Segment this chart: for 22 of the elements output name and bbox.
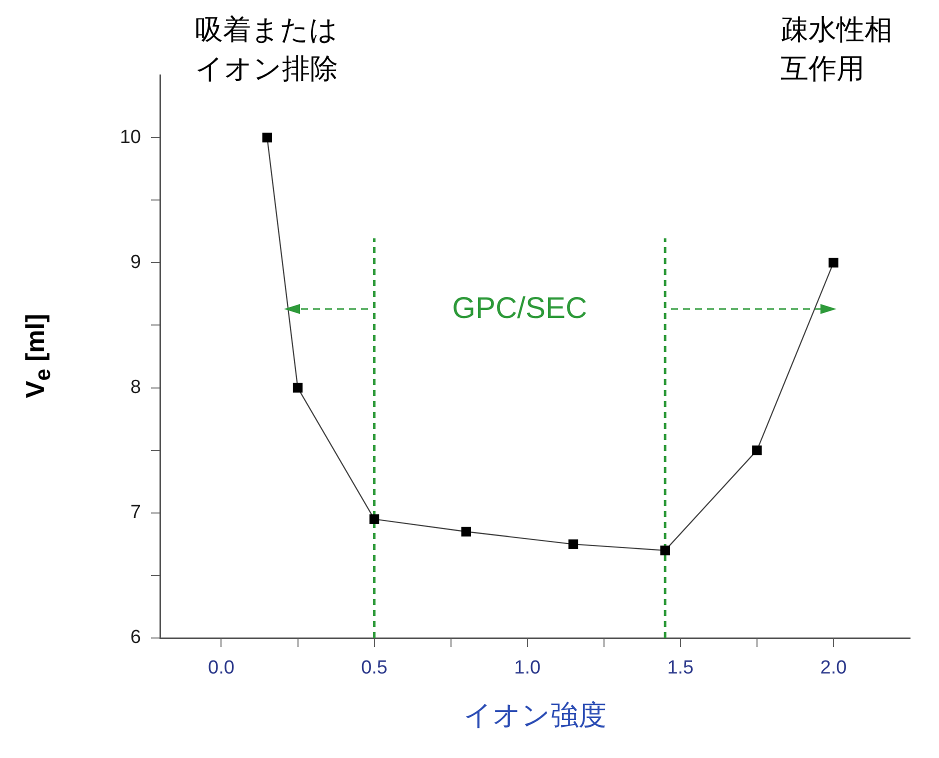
- y-tick-label: 7: [130, 502, 141, 524]
- point: [262, 132, 272, 142]
- y-tick-label: 10: [120, 126, 141, 148]
- point: [292, 382, 303, 393]
- x-tick-label: 1.0: [514, 658, 541, 679]
- point: [828, 258, 838, 268]
- y-tick-label: 6: [130, 627, 141, 648]
- annotation: 吸着またはイオン排除: [195, 12, 339, 88]
- x-tick-label: 0.5: [361, 658, 388, 679]
- x-tick-label: 0.0: [208, 658, 234, 679]
- annotation: GPC/SEC: [452, 290, 588, 327]
- point: [461, 526, 471, 536]
- x-tick-label: 1.5: [667, 658, 694, 679]
- annotation: 疎水性相互作用: [780, 12, 894, 88]
- x-tick-label: 2.0: [820, 658, 847, 679]
- x-axis-title: イオン強度: [464, 698, 606, 732]
- y-tick-label: 9: [130, 252, 141, 273]
- point: [568, 539, 578, 550]
- point: [752, 445, 762, 456]
- point: [369, 514, 380, 524]
- y-tick-label: 8: [130, 377, 141, 398]
- point: [660, 546, 670, 556]
